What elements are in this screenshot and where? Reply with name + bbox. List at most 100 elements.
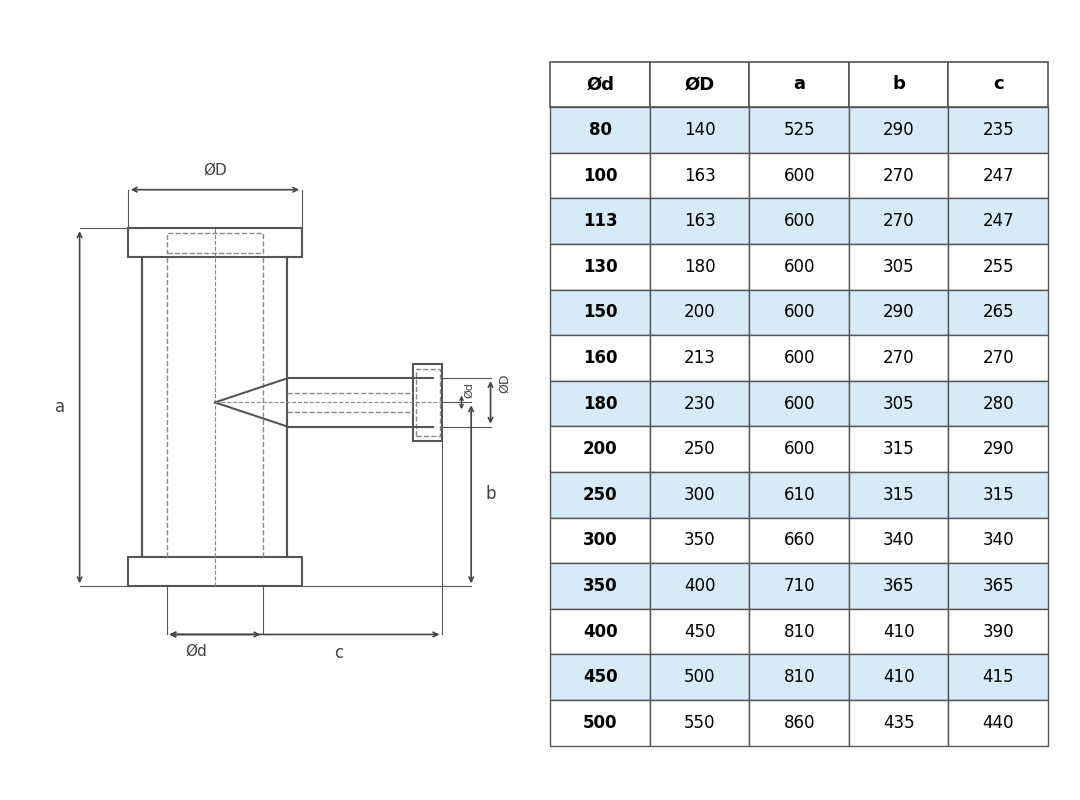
Text: 163: 163 [684,166,716,185]
Text: 230: 230 [684,394,716,413]
Text: 290: 290 [883,121,915,139]
Text: 300: 300 [583,531,618,550]
Bar [551,700,650,746]
Text: c: c [334,644,342,662]
Text: 350: 350 [583,577,618,595]
Text: ØD: ØD [203,162,227,178]
Bar [948,700,1048,746]
Text: 390: 390 [983,622,1014,641]
Text: 235: 235 [983,121,1014,139]
Bar [948,335,1048,381]
Text: b: b [485,486,496,503]
Bar [551,563,650,609]
Text: 140: 140 [684,121,715,139]
Bar [849,62,948,107]
Bar [650,609,750,654]
Bar [650,563,750,609]
Text: 365: 365 [883,577,915,595]
Text: Ød: Ød [464,382,474,398]
Text: 810: 810 [783,622,815,641]
Bar [650,426,750,472]
Text: 300: 300 [684,486,715,504]
Text: 315: 315 [882,486,915,504]
Text: 250: 250 [684,440,715,458]
Bar [948,518,1048,563]
Bar [750,290,849,335]
Bar [750,472,849,518]
Bar [849,654,948,700]
Bar [948,198,1048,244]
Text: b: b [892,75,905,94]
Bar [551,381,650,426]
Text: a: a [793,75,806,94]
Bar [849,198,948,244]
Text: 600: 600 [783,349,815,367]
Text: 113: 113 [583,212,618,230]
Text: 400: 400 [684,577,715,595]
Bar [849,335,948,381]
Bar [849,609,948,654]
Bar [849,381,948,426]
Bar [551,654,650,700]
Text: 340: 340 [883,531,915,550]
Bar [127,228,302,258]
Bar [127,557,302,586]
Bar [650,518,750,563]
Bar [849,107,948,153]
Bar [948,153,1048,198]
Bar [750,153,849,198]
Text: 600: 600 [783,394,815,413]
Bar [948,290,1048,335]
Bar [948,62,1048,107]
Bar [166,234,264,253]
Bar [849,153,948,198]
Text: 600: 600 [783,166,815,185]
Text: Ød: Ød [586,75,615,94]
Bar [948,107,1048,153]
Bar [551,609,650,654]
Bar [551,198,650,244]
Text: 213: 213 [684,349,716,367]
Bar [650,472,750,518]
Text: 600: 600 [783,303,815,322]
Bar [650,153,750,198]
Text: 660: 660 [783,531,815,550]
Text: 315: 315 [983,486,1014,504]
Bar [650,198,750,244]
Bar [849,518,948,563]
Bar [849,290,948,335]
Text: 350: 350 [684,531,715,550]
Text: 450: 450 [684,622,715,641]
Text: 180: 180 [583,394,618,413]
Text: 305: 305 [883,394,915,413]
Bar [750,700,849,746]
Bar [849,563,948,609]
Text: 80: 80 [589,121,611,139]
Bar [551,107,650,153]
Bar [948,472,1048,518]
Bar [650,290,750,335]
Text: 860: 860 [783,714,815,732]
Text: 450: 450 [583,668,618,686]
Text: 340: 340 [983,531,1014,550]
Bar [650,700,750,746]
Text: c: c [993,75,1003,94]
Bar [750,426,849,472]
Bar [650,381,750,426]
Text: 160: 160 [583,349,618,367]
Bar [750,654,849,700]
Text: 550: 550 [684,714,715,732]
Bar [849,244,948,290]
Text: 305: 305 [883,258,915,276]
Text: 415: 415 [983,668,1014,686]
Bar [750,609,849,654]
Text: 525: 525 [783,121,815,139]
Bar [849,700,948,746]
Bar [750,518,849,563]
Bar [750,335,849,381]
Bar [551,518,650,563]
Text: 290: 290 [983,440,1014,458]
Text: ØD: ØD [685,75,715,94]
Bar [849,472,948,518]
Bar [948,609,1048,654]
